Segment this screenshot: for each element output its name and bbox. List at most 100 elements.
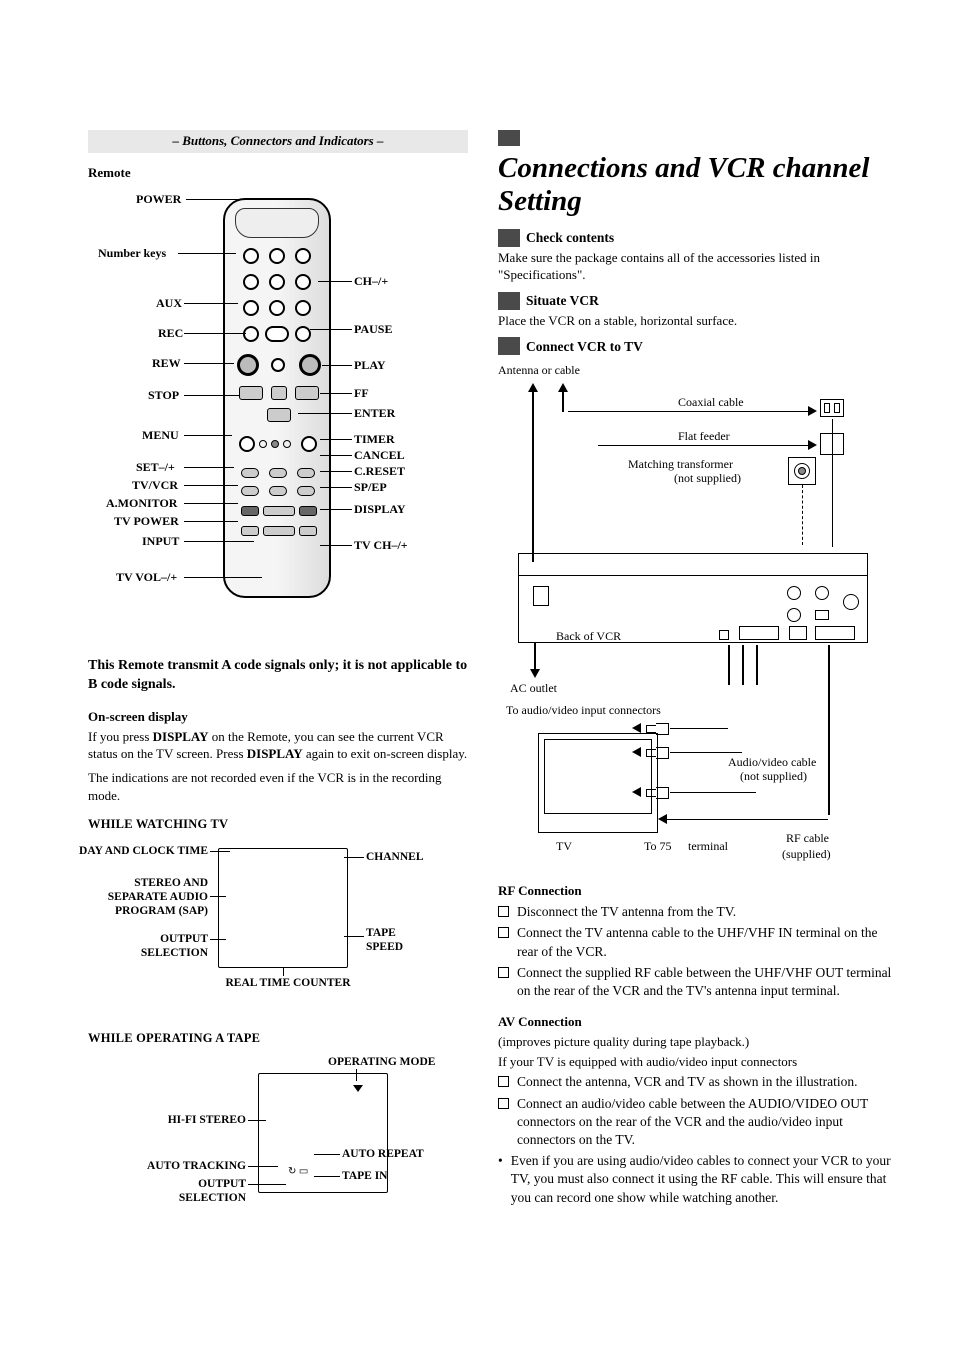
tape-hifi: HI-FI STEREO [106, 1113, 246, 1128]
checklist-item: Connect the supplied RF cable between th… [498, 964, 894, 1000]
cd-av2: (not supplied) [740, 769, 807, 785]
label-display: DISPLAY [354, 502, 406, 518]
osd-para-1: If you press DISPLAY on the Remote, you … [88, 728, 468, 763]
tape-autotrack: AUTO TRACKING [86, 1159, 246, 1174]
checkbox-icon [498, 906, 509, 917]
remote-note: This Remote transmit A code signals only… [88, 656, 468, 695]
label-amonitor: A.MONITOR [106, 496, 177, 512]
checkbox-icon [498, 1076, 509, 1087]
checklist-text: Connect the supplied RF cable between th… [517, 964, 894, 1000]
tape-out2: SELECTION [132, 1191, 246, 1206]
cd-tv: TV [556, 839, 572, 855]
step-1-label: Check contents [526, 229, 614, 247]
checkbox-icon [498, 927, 509, 938]
osd-dayclock: DAY AND CLOCK TIME [68, 844, 208, 859]
rf-heading: RF Connection [498, 883, 894, 900]
cd-toav: To audio/video input connectors [506, 703, 661, 719]
osd-out2: SELECTION [136, 946, 208, 961]
osd-para-2: The indications are not recorded even if… [88, 769, 468, 804]
osd-tape2: SPEED [366, 940, 403, 955]
checkbox-icon [498, 1098, 509, 1109]
label-stop: STOP [148, 388, 179, 404]
tape-osd-diagram: ↻ ▭ OPERATING MODE HI-FI STEREO AUTO TRA… [88, 1053, 468, 1233]
step-2-body: Place the VCR on a stable, horizontal su… [498, 312, 894, 330]
step-square-icon [498, 229, 520, 247]
tv-osd-diagram: DAY AND CLOCK TIME STEREO AND SEPARATE A… [88, 838, 468, 1018]
label-cancel: CANCEL [354, 448, 405, 464]
label-tvvol: TV VOL–/+ [116, 570, 177, 586]
osd-sap1: STEREO AND [84, 876, 208, 891]
cd-antenna: Antenna or cable [498, 363, 580, 379]
connection-diagram: Antenna or cable Coaxial cable Flat feed… [498, 363, 894, 873]
label-tvch: TV CH–/+ [354, 538, 408, 554]
cd-rf1: RF cable [786, 831, 829, 847]
checklist-text: Connect the antenna, VCR and TV as shown… [517, 1073, 857, 1091]
osd-sap3: PROGRAM (SAP) [84, 904, 208, 919]
label-rec: REC [158, 326, 183, 342]
bullet-icon: • [498, 1152, 503, 1170]
label-spep: SP/EP [354, 480, 387, 496]
label-timer: TIMER [354, 432, 395, 448]
step-square-icon [498, 292, 520, 310]
step-1-heading: Check contents [498, 229, 894, 247]
label-tvvcr: TV/VCR [132, 478, 178, 494]
remote-body [223, 198, 331, 598]
checklist-item: Connect an audio/video cable between the… [498, 1095, 894, 1150]
tape-opmode: OPERATING MODE [328, 1055, 435, 1070]
rf-steps-list: Disconnect the TV antenna from the TV. Co… [498, 903, 894, 1000]
tape-tapein: TAPE IN [342, 1169, 387, 1184]
osd-sap2: SEPARATE AUDIO [84, 890, 208, 905]
av-intro: If your TV is equipped with audio/video … [498, 1053, 894, 1071]
remote-diagram: POWER Number keys AUX REC REW STOP MENU … [88, 188, 468, 638]
label-set: SET–/+ [136, 460, 175, 476]
label-power: POWER [136, 192, 181, 208]
checkbox-icon [498, 967, 509, 978]
label-number-keys: Number keys [98, 246, 166, 262]
cd-rf2: (supplied) [782, 847, 831, 863]
cd-flat: Flat feeder [678, 429, 730, 445]
av-heading: AV Connection [498, 1014, 894, 1031]
tv-box [538, 733, 658, 833]
while-tape-heading: WHILE OPERATING A TAPE [88, 1030, 468, 1046]
section-bar: – Buttons, Connectors and Indicators – [88, 130, 468, 153]
osd-heading: On-screen display [88, 709, 468, 726]
osd-p1c: again to exit on-screen display. [303, 746, 468, 761]
label-ff: FF [354, 386, 369, 402]
osd-p1a: If you press [88, 729, 153, 744]
step-square-icon [498, 337, 520, 355]
av-note-text: Even if you are using audio/video cables… [511, 1152, 894, 1207]
main-title: Connections and VCR channel Setting [498, 152, 894, 219]
label-input: INPUT [142, 534, 179, 550]
osd-tape1: TAPE [366, 926, 396, 941]
cd-to75b: terminal [688, 839, 728, 855]
osd-disp2: DISPLAY [247, 746, 303, 761]
cd-backvcr: Back of VCR [556, 629, 621, 645]
top-square-icon [498, 130, 520, 146]
checklist-item: Disconnect the TV antenna from the TV. [498, 903, 894, 921]
tape-autorepeat: AUTO REPEAT [342, 1147, 424, 1162]
tape-out1: OUTPUT [132, 1177, 246, 1192]
label-ch: CH–/+ [354, 274, 388, 290]
label-menu: MENU [142, 428, 179, 444]
cd-ac: AC outlet [510, 681, 557, 697]
av-sub: (improves picture quality during tape pl… [498, 1033, 894, 1051]
while-tv-heading: WHILE WATCHING TV [88, 816, 468, 832]
remote-heading: Remote [88, 165, 468, 182]
step-1-body: Make sure the package contains all of th… [498, 249, 894, 284]
step-3-label: Connect VCR to TV [526, 338, 643, 356]
step-3-heading: Connect VCR to TV [498, 337, 894, 355]
osd-out1: OUTPUT [146, 932, 208, 947]
label-rew: REW [152, 356, 181, 372]
osd-channel: CHANNEL [366, 850, 424, 865]
label-enter: ENTER [354, 406, 395, 422]
label-tvpower: TV POWER [114, 514, 179, 530]
checklist-text: Connect an audio/video cable between the… [517, 1095, 894, 1150]
cd-coax: Coaxial cable [678, 395, 744, 411]
av-steps-list: Connect the antenna, VCR and TV as shown… [498, 1073, 894, 1149]
cd-match2: (not supplied) [674, 471, 741, 487]
label-pause: PAUSE [354, 322, 392, 338]
osd-disp1: DISPLAY [153, 729, 209, 744]
checklist-item: Connect the antenna, VCR and TV as shown… [498, 1073, 894, 1091]
label-creset: C.RESET [354, 464, 405, 480]
step-2-heading: Situate VCR [498, 292, 894, 310]
